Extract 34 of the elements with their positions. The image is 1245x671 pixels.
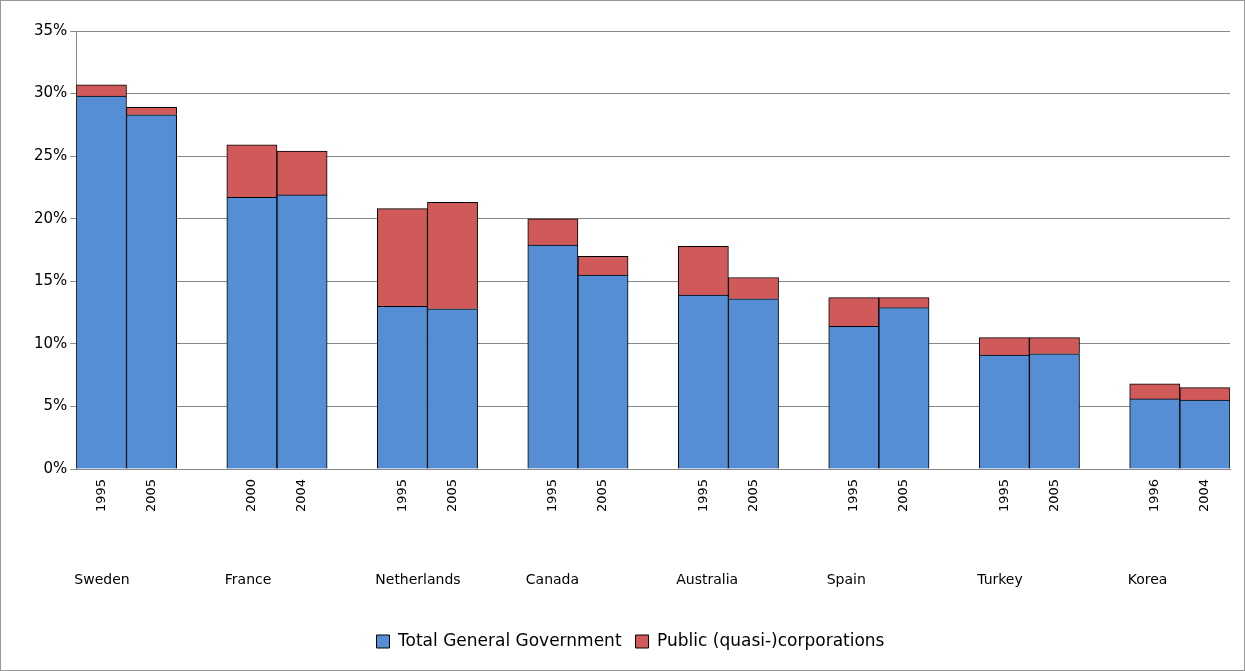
x-tick-label: 2004 — [293, 479, 309, 513]
text: Korea — [1127, 570, 1168, 587]
legend-label: Total General Government — [397, 629, 622, 650]
x-tick-label: 1995 — [694, 479, 710, 513]
x-tick-label: 2000 — [243, 479, 259, 513]
y-tick-label: 20% — [34, 208, 68, 227]
y-tick-label: 5% — [43, 396, 68, 415]
text: Sweden — [74, 570, 130, 587]
y-tick-label: 15% — [34, 271, 68, 290]
x-tick-label: 2005 — [1045, 479, 1061, 513]
y-tick-label: 10% — [34, 333, 68, 352]
x-tick-label: 2005 — [744, 479, 760, 513]
x-tick-label: 2004 — [1196, 479, 1212, 513]
text: France — [224, 570, 272, 587]
x-tick-label: 1995 — [995, 479, 1011, 513]
text: Canada — [525, 570, 580, 587]
x-tick-label: 1995 — [92, 479, 108, 513]
y-tick-label: 35% — [34, 20, 68, 39]
y-tick-label: 25% — [34, 146, 68, 165]
text: Spain — [826, 570, 866, 587]
x-tick-label: 1996 — [1146, 479, 1162, 513]
x-tick-label: 1995 — [845, 479, 861, 513]
x-tick-label: 1995 — [544, 479, 560, 513]
y-tick-label: 30% — [34, 83, 68, 102]
x-tick-label: 2005 — [142, 479, 158, 513]
x-tick-label: 2005 — [895, 479, 911, 513]
y-tick-label: 0% — [43, 458, 68, 477]
legend-label: Public (quasi-)corporations — [657, 629, 885, 650]
x-tick-label: 2005 — [443, 479, 459, 513]
text: Australia — [676, 570, 739, 587]
text: Turkey — [976, 570, 1023, 587]
x-tick-label: 2005 — [594, 479, 610, 513]
text: Netherlands — [375, 570, 461, 587]
x-tick-label: 1995 — [393, 479, 409, 513]
